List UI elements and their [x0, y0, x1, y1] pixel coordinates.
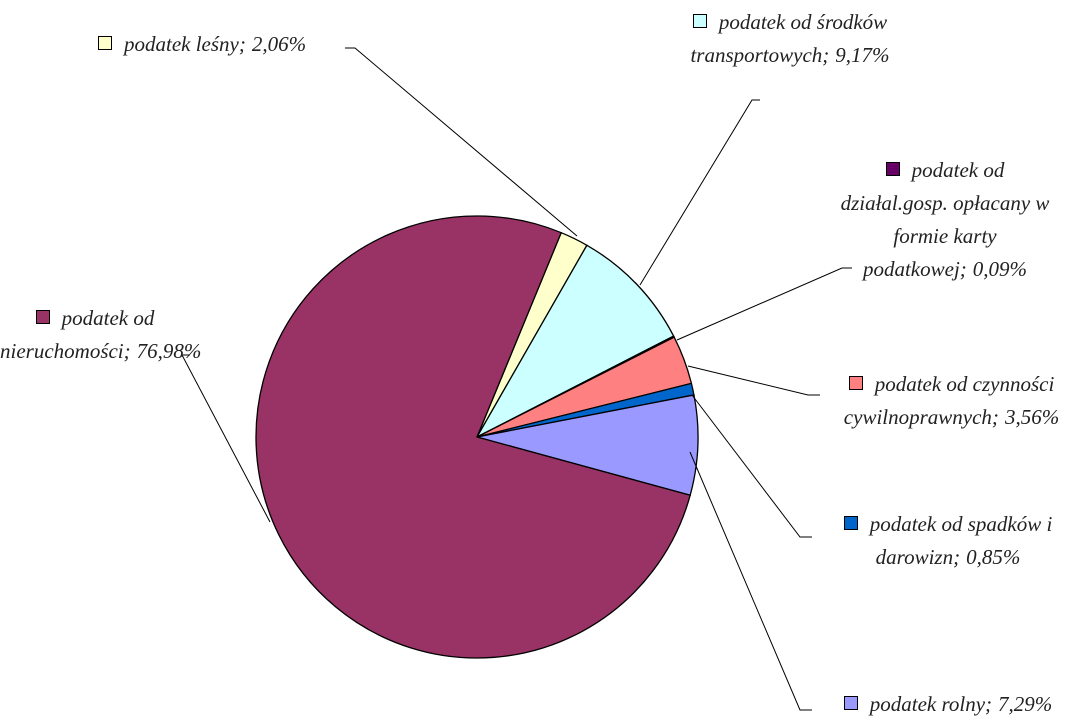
slice-label: podatek leśny; 2,06%	[98, 28, 368, 61]
legend-marker	[843, 696, 858, 710]
value-label: 2,06%	[251, 32, 307, 56]
leader-line	[687, 365, 820, 396]
slice-label: podatek od środków transportowych; 9,17%	[680, 6, 900, 72]
legend-marker	[843, 516, 858, 530]
legend-marker	[848, 376, 863, 390]
slice-label: podatek od nieruchomości; 76,98%	[0, 302, 201, 368]
value-label: 9,17%	[835, 43, 890, 67]
pie-slice	[475, 244, 675, 439]
legend-marker	[885, 162, 900, 176]
leader-line	[345, 47, 578, 237]
category-label: podatek od środków transportowych;	[690, 10, 888, 67]
slice-label: podatek od spadków i darowizn; 0,85%	[818, 508, 1078, 574]
slice-label: podatek od czynności cywilnoprawnych; 3,5…	[825, 368, 1078, 434]
leader-line	[691, 394, 812, 538]
slice-label: podatek od działal.gosp. opłacany w form…	[840, 154, 1050, 286]
legend-marker	[35, 310, 50, 324]
leader-line	[689, 451, 812, 711]
value-label: 0,85%	[966, 545, 1021, 569]
pie-slice	[476, 394, 699, 497]
value-label: 76,98%	[136, 339, 202, 363]
value-label: 7,29%	[998, 692, 1053, 716]
value-label: 0,09%	[972, 257, 1028, 281]
category-label: podatek od czynności cywilnoprawnych;	[843, 372, 1055, 429]
legend-marker	[98, 36, 112, 50]
leader-line	[639, 99, 760, 286]
pie-slice	[255, 215, 691, 659]
leader-line	[181, 354, 271, 523]
category-label: podatek leśny;	[124, 32, 246, 56]
category-label: podatek od nieruchomości;	[0, 306, 155, 363]
leader-line	[676, 267, 852, 341]
slice-label: podatek rolny; 7,29%	[818, 688, 1078, 721]
category-label: podatek rolny;	[869, 692, 993, 716]
category-label: podatek od działal.gosp. opłacany w form…	[840, 158, 1050, 281]
value-label: 3,56%	[1004, 405, 1060, 429]
legend-marker	[692, 14, 707, 28]
category-label: podatek od spadków i darowizn;	[869, 512, 1053, 569]
